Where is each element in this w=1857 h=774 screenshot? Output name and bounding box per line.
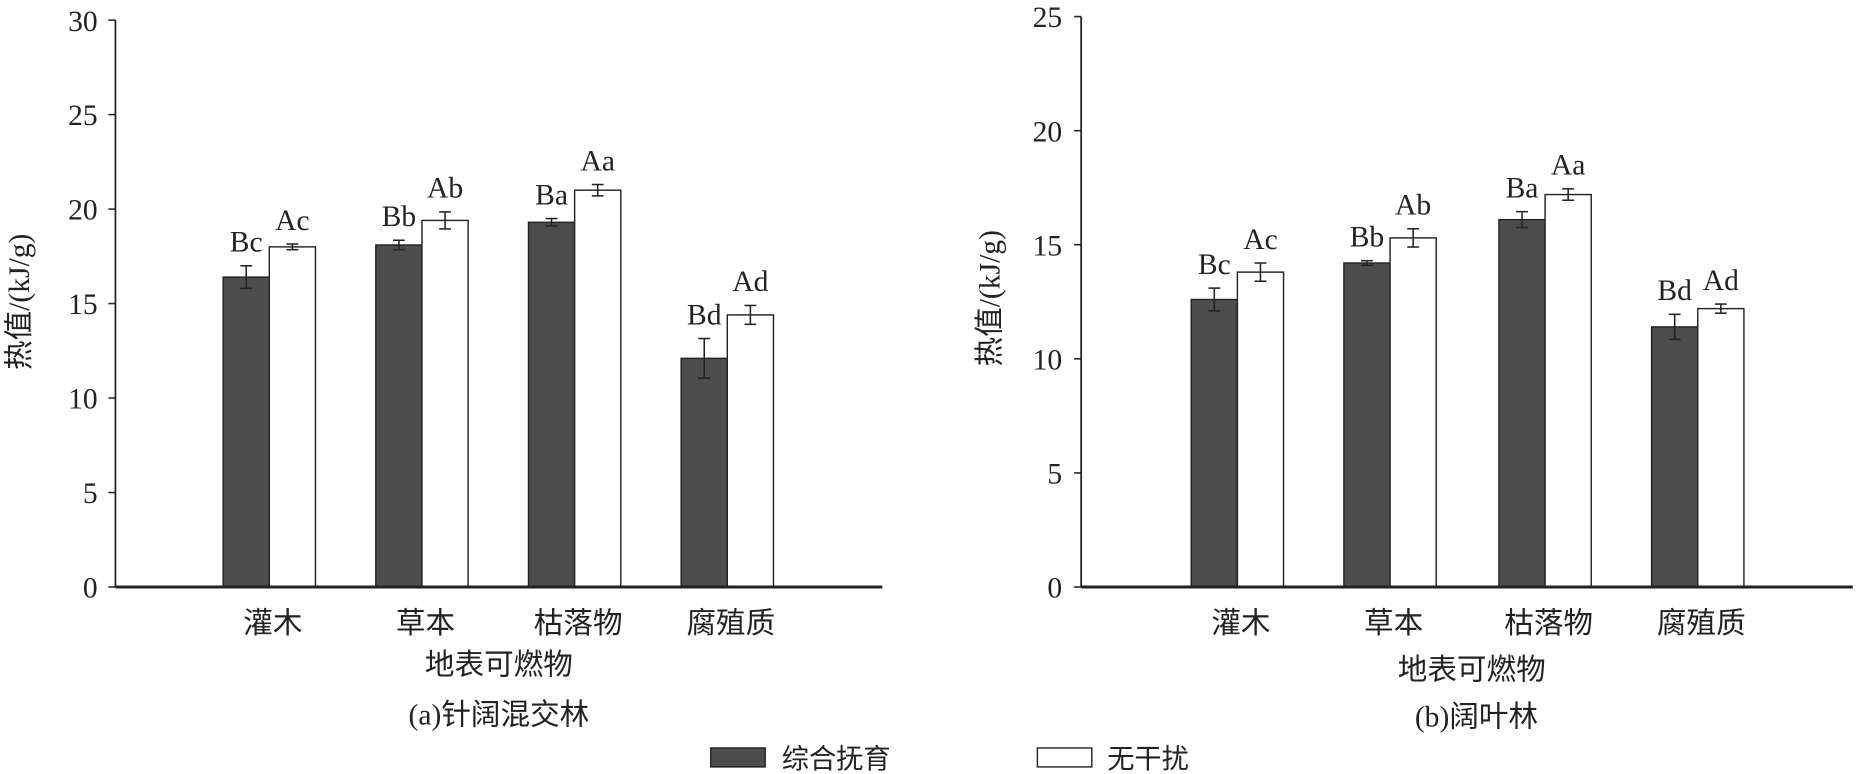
chart-a-error-bar-series-1-category-1 (240, 265, 253, 290)
legend-label-integrated-tending: 综合抚育 (782, 744, 891, 774)
chart-a-bar-label-series-2-category-1: Ac (275, 205, 310, 237)
chart-b-error-bar-series-2-category-3 (1562, 188, 1575, 202)
chart-b-bar-series-1-category-3 (1498, 218, 1546, 588)
chart-a-error-bar-series-1-category-3 (545, 217, 558, 227)
legend-swatch-no-disturbance (1036, 747, 1093, 768)
chart-a-bar-series-2-category-3 (573, 189, 622, 588)
chart-b-bar-label-series-1-category-3: Ba (1506, 172, 1539, 204)
legend: 综合抚育 无干扰 (710, 744, 1189, 774)
chart-a-bar-label-series-2-category-4: Ad (732, 266, 768, 298)
chart-a-bar-label-series-2-category-2: Ab (427, 173, 463, 205)
chart-a-bar-series-1-category-1 (222, 276, 271, 588)
chart-b-x-axis-title: 地表可燃物 (1398, 653, 1546, 686)
chart-b-y-tick-label-2: 5 (1047, 459, 1062, 491)
chart-b-bar-series-2-category-4 (1697, 307, 1745, 588)
chart-b-bar-series-2-category-3 (1544, 193, 1592, 588)
chart-a-bar-series-2-category-1 (268, 246, 317, 588)
chart-a-error-bar-series-2-category-2 (439, 211, 451, 230)
chart-a-y-tick-label-3: 10 (68, 384, 98, 416)
chart-b-error-bar-series-1-category-4 (1668, 313, 1681, 341)
chart-b-y-tick-label-1: 0 (1047, 573, 1062, 605)
chart-a-error-bar-series-1-category-4 (698, 337, 711, 379)
chart-a-category-label-1: 灌木 (243, 607, 302, 640)
chart-b-y-tick-label-6: 25 (1033, 2, 1063, 34)
chart-a-y-tick-label-1: 0 (83, 573, 98, 605)
chart-a-y-tick-label-2: 5 (83, 478, 98, 510)
chart-a-y-tick-label-4: 15 (68, 289, 98, 321)
chart-a-caption: (a)针阔混交林 (409, 698, 590, 731)
chart-b-bar-label-series-2-category-1: Ac (1243, 224, 1278, 256)
chart-a-error-bar-series-2-category-3 (591, 183, 604, 197)
chart-a: Bc Bb Ba Bd Ac Ab Aa Ad 0 5 10 15 20 25 30 灌木 草本 枯落物 腐殖质 热值… (3, 6, 883, 731)
chart-a-bar-label-series-1-category-2: Bb (382, 201, 417, 233)
chart-b-category-label-4: 腐殖质 (1657, 607, 1746, 640)
chart-b-bar-series-1-category-1 (1190, 298, 1239, 588)
chart-a-category-label-3: 枯落物 (534, 607, 623, 640)
chart-a-error-bar-series-2-category-1 (286, 243, 299, 251)
chart-b-y-tick-label-5: 20 (1033, 116, 1063, 148)
chart-a-y-tick-label-7: 30 (68, 6, 98, 38)
chart-a-bar-label-series-1-category-3: Ba (535, 179, 568, 211)
chart-a-bar-series-2-category-4 (726, 314, 775, 588)
chart-b-error-bar-series-1-category-3 (1516, 210, 1528, 229)
chart-b-bar-label-series-2-category-3: Aa (1551, 150, 1586, 182)
chart-a-x-axis-title: 地表可燃物 (425, 649, 573, 682)
chart-b-bar-label-series-2-category-2: Ab (1395, 190, 1431, 222)
chart-b-bar-label-series-2-category-4: Ad (1703, 265, 1739, 297)
chart-b-error-bar-series-1-category-2 (1361, 259, 1373, 267)
chart-b-error-bar-series-2-category-4 (1714, 303, 1727, 314)
chart-b-bar-series-1-category-2 (1343, 262, 1391, 588)
chart-b-category-label-2: 草本 (1364, 607, 1423, 640)
legend-swatch-integrated-tending (710, 747, 766, 768)
chart-b-error-bar-series-2-category-2 (1407, 228, 1420, 248)
chart-b: Bc Bb Ba Bd Ac Ab Aa Ad 0 5 10 15 20 25 灌木 草本 枯落物 腐殖质 热值/(… (974, 2, 1853, 734)
chart-a-category-label-4: 腐殖质 (686, 607, 775, 640)
chart-a-bar-series-1-category-4 (680, 357, 729, 588)
chart-b-bar-label-series-1-category-1: Bc (1198, 249, 1231, 281)
chart-a-bar-label-series-1-category-4: Bd (687, 299, 722, 331)
chart-a-error-bar-series-2-category-4 (744, 304, 757, 326)
chart-a-y-tick-label-5: 20 (68, 195, 98, 227)
chart-a-error-bar-series-1-category-2 (392, 239, 405, 251)
chart-a-bar-series-2-category-2 (421, 219, 469, 588)
chart-b-category-label-1: 灌木 (1211, 607, 1270, 640)
chart-a-bar-series-1-category-2 (375, 244, 423, 588)
legend-label-no-disturbance: 无干扰 (1107, 744, 1189, 774)
chart-b-category-label-3: 枯落物 (1504, 607, 1593, 640)
chart-b-bar-label-series-1-category-2: Bb (1350, 222, 1385, 254)
chart-b-bar-series-2-category-2 (1389, 237, 1437, 588)
chart-a-y-axis-title: 热值/(kJ/g) (3, 234, 36, 370)
chart-a-y-tick-label-6: 25 (68, 100, 98, 132)
chart-a-bar-label-series-2-category-3: Aa (580, 145, 615, 177)
chart-a-bar-label-series-1-category-1: Bc (230, 227, 263, 259)
chart-b-caption: (b)阔叶林 (1415, 701, 1538, 734)
chart-b-bar-series-1-category-4 (1650, 326, 1699, 588)
chart-b-y-tick-label-3: 10 (1033, 344, 1063, 376)
chart-a-bar-series-1-category-3 (527, 221, 576, 588)
chart-a-category-label-2: 草本 (396, 607, 455, 640)
chart-b-y-axis-title: 热值/(kJ/g) (974, 230, 1007, 366)
chart-b-bar-label-series-1-category-4: Bd (1657, 275, 1692, 307)
chart-b-error-bar-series-1-category-1 (1208, 287, 1221, 312)
chart-b-bar-series-2-category-1 (1236, 271, 1285, 588)
chart-b-y-tick-label-4: 15 (1033, 230, 1063, 262)
chart-b-error-bar-series-2-category-1 (1254, 262, 1267, 283)
